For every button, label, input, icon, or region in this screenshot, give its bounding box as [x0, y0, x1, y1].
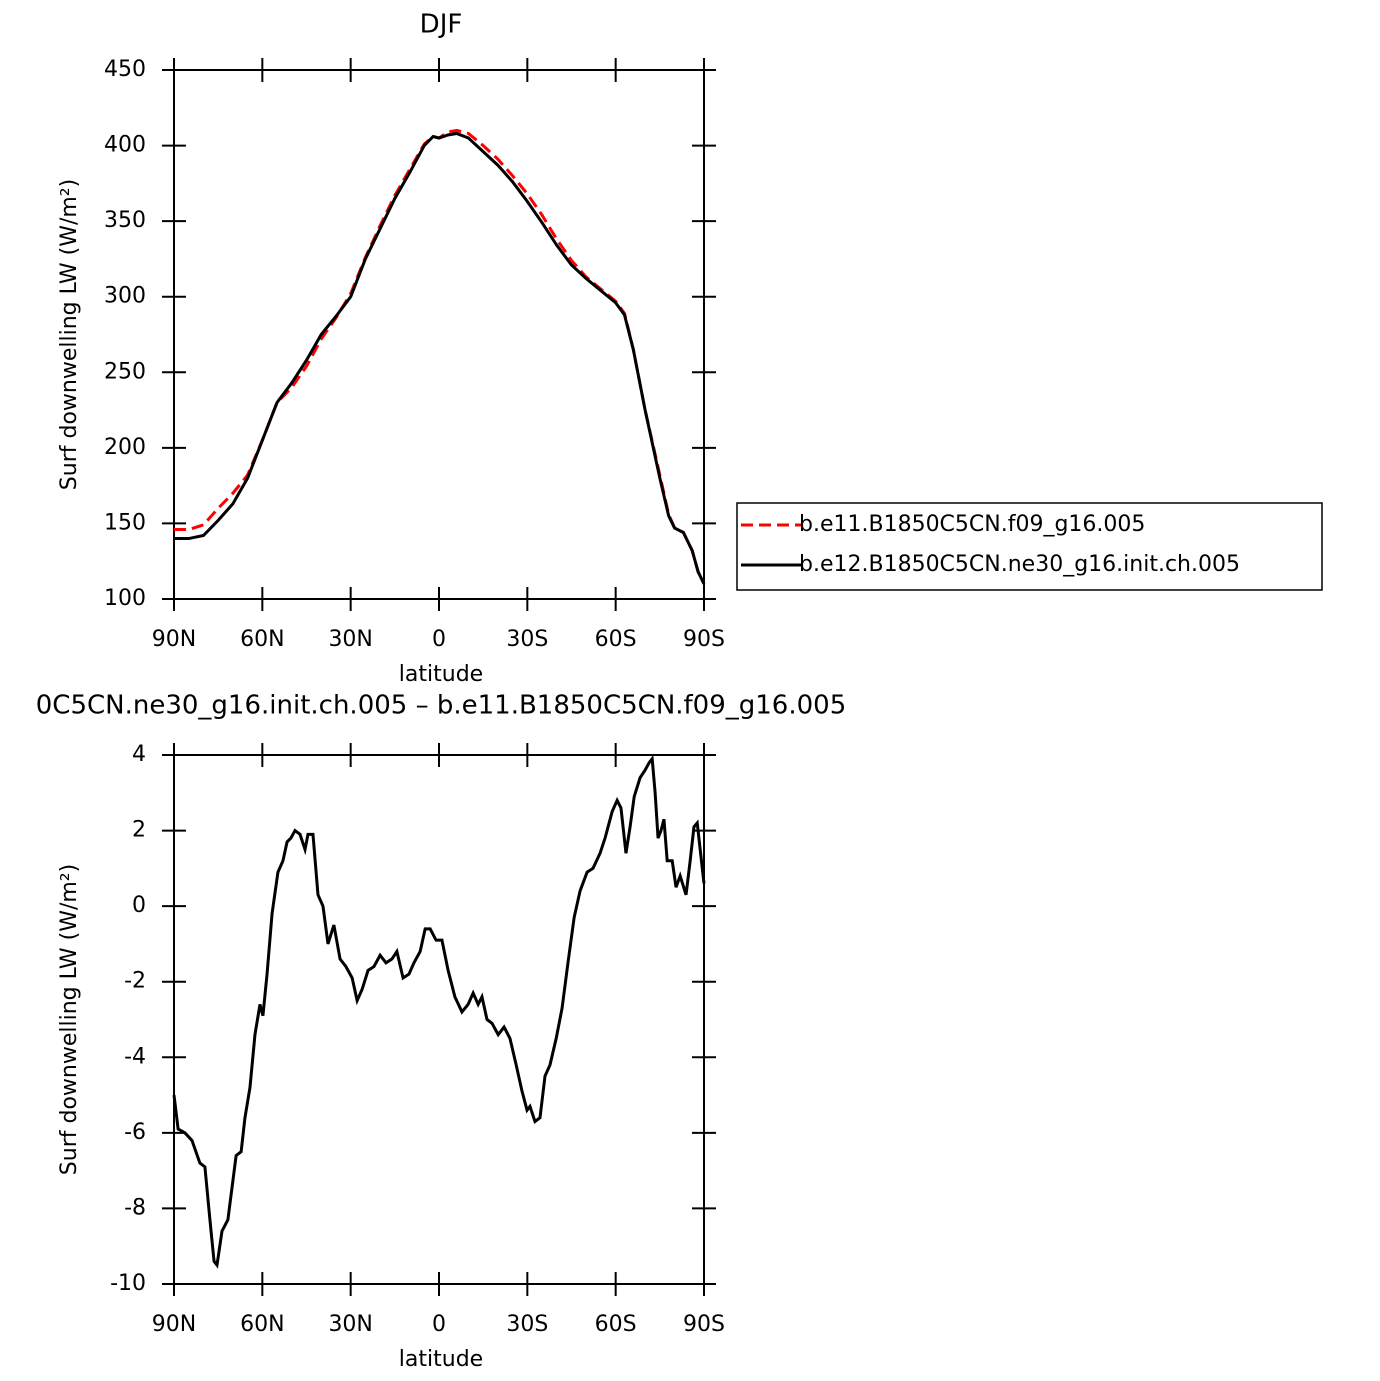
y-tick-label: -8	[124, 1195, 146, 1220]
y-tick-label: -4	[124, 1044, 146, 1069]
x-tick-label: 30S	[506, 627, 548, 652]
x-tick-label: 0	[432, 627, 446, 652]
y-axis-label: Surf downwelling LW (W/m²)	[57, 864, 82, 1175]
data-line	[174, 131, 706, 585]
y-tick-label: 250	[104, 359, 146, 384]
y-tick-label: 4	[132, 742, 146, 767]
y-axis-label: Surf downwelling LW (W/m²)	[57, 179, 82, 490]
y-tick-label: 200	[104, 435, 146, 460]
chart-title: 0C5CN.ne30_g16.init.ch.005 – b.e11.B1850…	[36, 691, 847, 721]
x-tick-label: 30N	[328, 627, 372, 652]
data-line	[174, 128, 706, 585]
x-tick-label: 90S	[683, 627, 725, 652]
x-tick-label: 60N	[240, 627, 284, 652]
data-line	[172, 754, 706, 1269]
plot-frame	[173, 69, 705, 600]
y-tick-label: 350	[104, 208, 146, 233]
y-tick-label: -10	[110, 1271, 146, 1296]
legend-label: b.e12.B1850C5CN.ne30_g16.init.ch.005	[799, 552, 1240, 577]
x-tick-label: 30N	[328, 1312, 372, 1337]
y-tick-label: -2	[124, 969, 146, 994]
x-tick-label: 90N	[152, 627, 196, 652]
y-tick-label: -6	[124, 1120, 146, 1145]
y-tick-label: 0	[132, 893, 146, 918]
x-tick-label: 90S	[683, 1312, 725, 1337]
x-axis-label: latitude	[399, 662, 483, 687]
chart-title: DJF	[420, 10, 463, 40]
x-tick-label: 0	[432, 1312, 446, 1337]
legend-box	[736, 502, 1323, 591]
x-tick-label: 30S	[506, 1312, 548, 1337]
y-tick-label: 300	[104, 284, 146, 309]
x-tick-label: 60S	[595, 1312, 637, 1337]
y-tick-label: 450	[104, 57, 146, 82]
x-axis-label: latitude	[399, 1347, 483, 1372]
y-tick-label: 400	[104, 133, 146, 158]
y-tick-label: 100	[104, 586, 146, 611]
x-tick-label: 60N	[240, 1312, 284, 1337]
y-tick-label: 2	[132, 818, 146, 843]
x-tick-label: 60S	[595, 627, 637, 652]
x-tick-label: 90N	[152, 1312, 196, 1337]
legend-label: b.e11.B1850C5CN.f09_g16.005	[799, 512, 1145, 537]
plot-frame	[173, 754, 705, 1285]
y-tick-label: 150	[104, 510, 146, 535]
